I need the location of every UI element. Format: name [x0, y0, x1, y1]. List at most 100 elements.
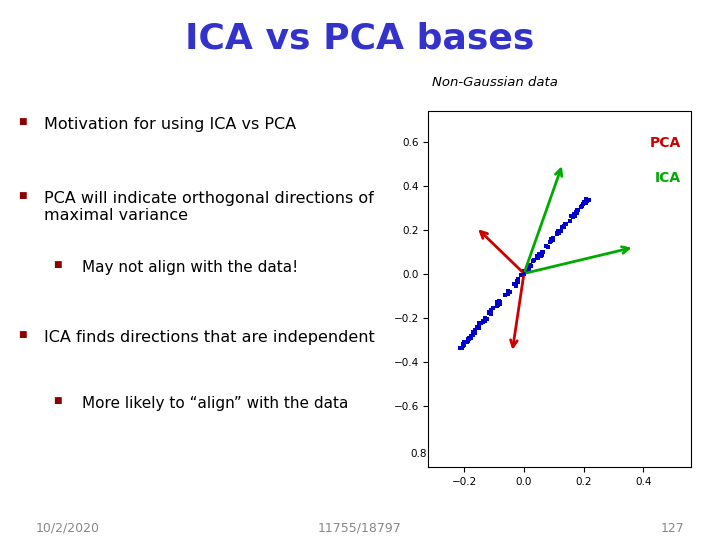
Point — [569, 212, 580, 220]
Point — [480, 317, 491, 326]
Point — [558, 222, 570, 231]
Point — [504, 287, 516, 296]
Point — [492, 298, 504, 306]
Point — [528, 255, 540, 264]
Point — [564, 217, 576, 226]
Point — [466, 332, 477, 341]
Point — [484, 308, 495, 316]
Point — [580, 195, 592, 204]
Point — [547, 234, 559, 243]
Point — [511, 276, 523, 285]
Point — [464, 335, 475, 344]
Point — [548, 235, 559, 244]
Point — [471, 323, 482, 332]
Text: ICA: ICA — [654, 171, 680, 185]
Point — [559, 219, 571, 228]
Point — [551, 228, 562, 237]
Point — [581, 196, 593, 205]
Point — [570, 207, 582, 216]
Point — [510, 280, 522, 288]
Point — [531, 252, 543, 260]
Point — [473, 323, 485, 332]
Point — [483, 309, 495, 318]
Point — [469, 328, 480, 336]
Point — [551, 230, 562, 239]
Text: 11755/18797: 11755/18797 — [318, 522, 402, 535]
Point — [467, 330, 479, 339]
Point — [459, 338, 470, 346]
Point — [544, 238, 556, 246]
Point — [510, 281, 521, 290]
Text: ■: ■ — [53, 396, 62, 404]
Point — [521, 264, 533, 273]
Point — [469, 328, 481, 337]
Point — [494, 300, 505, 308]
Point — [499, 291, 510, 299]
Point — [477, 316, 489, 325]
Text: Motivation for using ICA vs PCA: Motivation for using ICA vs PCA — [44, 117, 296, 132]
Point — [527, 256, 539, 265]
Point — [557, 223, 568, 232]
Point — [568, 210, 580, 218]
Point — [462, 338, 473, 347]
Point — [492, 298, 503, 306]
Point — [457, 340, 469, 348]
Point — [458, 341, 469, 349]
Point — [485, 309, 497, 318]
Text: ICA vs PCA bases: ICA vs PCA bases — [185, 22, 535, 56]
Point — [494, 298, 505, 307]
Point — [493, 296, 505, 305]
Text: ■: ■ — [18, 330, 27, 339]
Point — [454, 343, 466, 352]
Point — [518, 268, 530, 277]
Point — [480, 314, 491, 323]
Point — [536, 251, 548, 259]
Text: 0.8: 0.8 — [410, 449, 427, 459]
Text: PCA will indicate orthogonal directions of
maximal variance: PCA will indicate orthogonal directions … — [44, 191, 373, 223]
Point — [492, 299, 504, 308]
Point — [572, 206, 584, 215]
Point — [546, 237, 557, 246]
Point — [578, 198, 590, 206]
Point — [555, 227, 567, 235]
Point — [524, 261, 536, 269]
Point — [521, 264, 533, 272]
Text: ICA finds directions that are independent: ICA finds directions that are independen… — [44, 330, 374, 345]
Point — [541, 242, 552, 251]
Point — [491, 299, 503, 308]
Point — [551, 228, 562, 237]
Point — [492, 301, 504, 309]
Point — [473, 321, 485, 329]
Point — [474, 319, 485, 328]
Text: May not align with the data!: May not align with the data! — [83, 260, 299, 275]
Point — [492, 299, 504, 307]
Point — [482, 314, 493, 323]
Point — [567, 213, 578, 221]
Point — [477, 318, 489, 326]
Point — [458, 340, 469, 349]
Point — [542, 243, 554, 252]
Point — [532, 254, 544, 262]
Point — [503, 287, 514, 295]
Point — [580, 199, 592, 207]
Point — [546, 235, 557, 244]
Point — [571, 208, 582, 217]
Point — [456, 344, 467, 353]
Point — [462, 335, 474, 343]
Point — [508, 280, 520, 289]
Point — [457, 342, 469, 350]
Point — [575, 202, 587, 211]
Point — [464, 334, 475, 342]
Point — [583, 196, 595, 205]
Point — [547, 234, 559, 242]
Point — [485, 306, 497, 314]
Point — [503, 289, 514, 298]
Text: Non-Gaussian data: Non-Gaussian data — [432, 76, 558, 89]
Point — [520, 266, 531, 275]
Point — [536, 248, 548, 256]
Point — [520, 267, 531, 275]
Point — [469, 327, 481, 336]
Point — [561, 220, 572, 229]
Point — [512, 278, 523, 286]
Point — [555, 227, 567, 235]
